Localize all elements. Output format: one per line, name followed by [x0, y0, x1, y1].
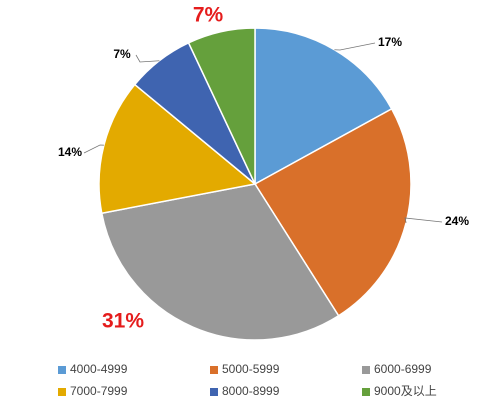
data-label: 31%: [102, 310, 144, 333]
data-label: 7%: [113, 47, 131, 61]
legend-swatch: [58, 388, 66, 396]
leader-line: [404, 217, 443, 223]
data-label: 14%: [58, 145, 82, 159]
leader-line: [334, 42, 376, 51]
legend-swatch: [362, 388, 370, 396]
legend-swatch: [210, 388, 218, 396]
pie-slice: [100, 183, 340, 341]
leader-line: [135, 54, 160, 63]
legend-label: 9000及以上: [374, 384, 437, 398]
legend-label: 7000-7999: [70, 384, 128, 398]
data-label: 24%: [445, 214, 469, 228]
pie-slice: [187, 27, 256, 185]
legend-swatch: [58, 366, 66, 374]
leader-line: [83, 144, 104, 154]
data-label: 17%: [378, 35, 402, 49]
data-label: 7%: [193, 4, 224, 27]
legend-label: 4000-4999: [70, 362, 128, 376]
legend-label: 8000-8999: [222, 384, 280, 398]
legend-label: 5000-5999: [222, 362, 280, 376]
legend-swatch: [362, 366, 370, 374]
legend-swatch: [210, 366, 218, 374]
pie-slice: [98, 83, 257, 215]
pie-slice: [254, 27, 393, 186]
legend-label: 6000-6999: [374, 362, 432, 376]
